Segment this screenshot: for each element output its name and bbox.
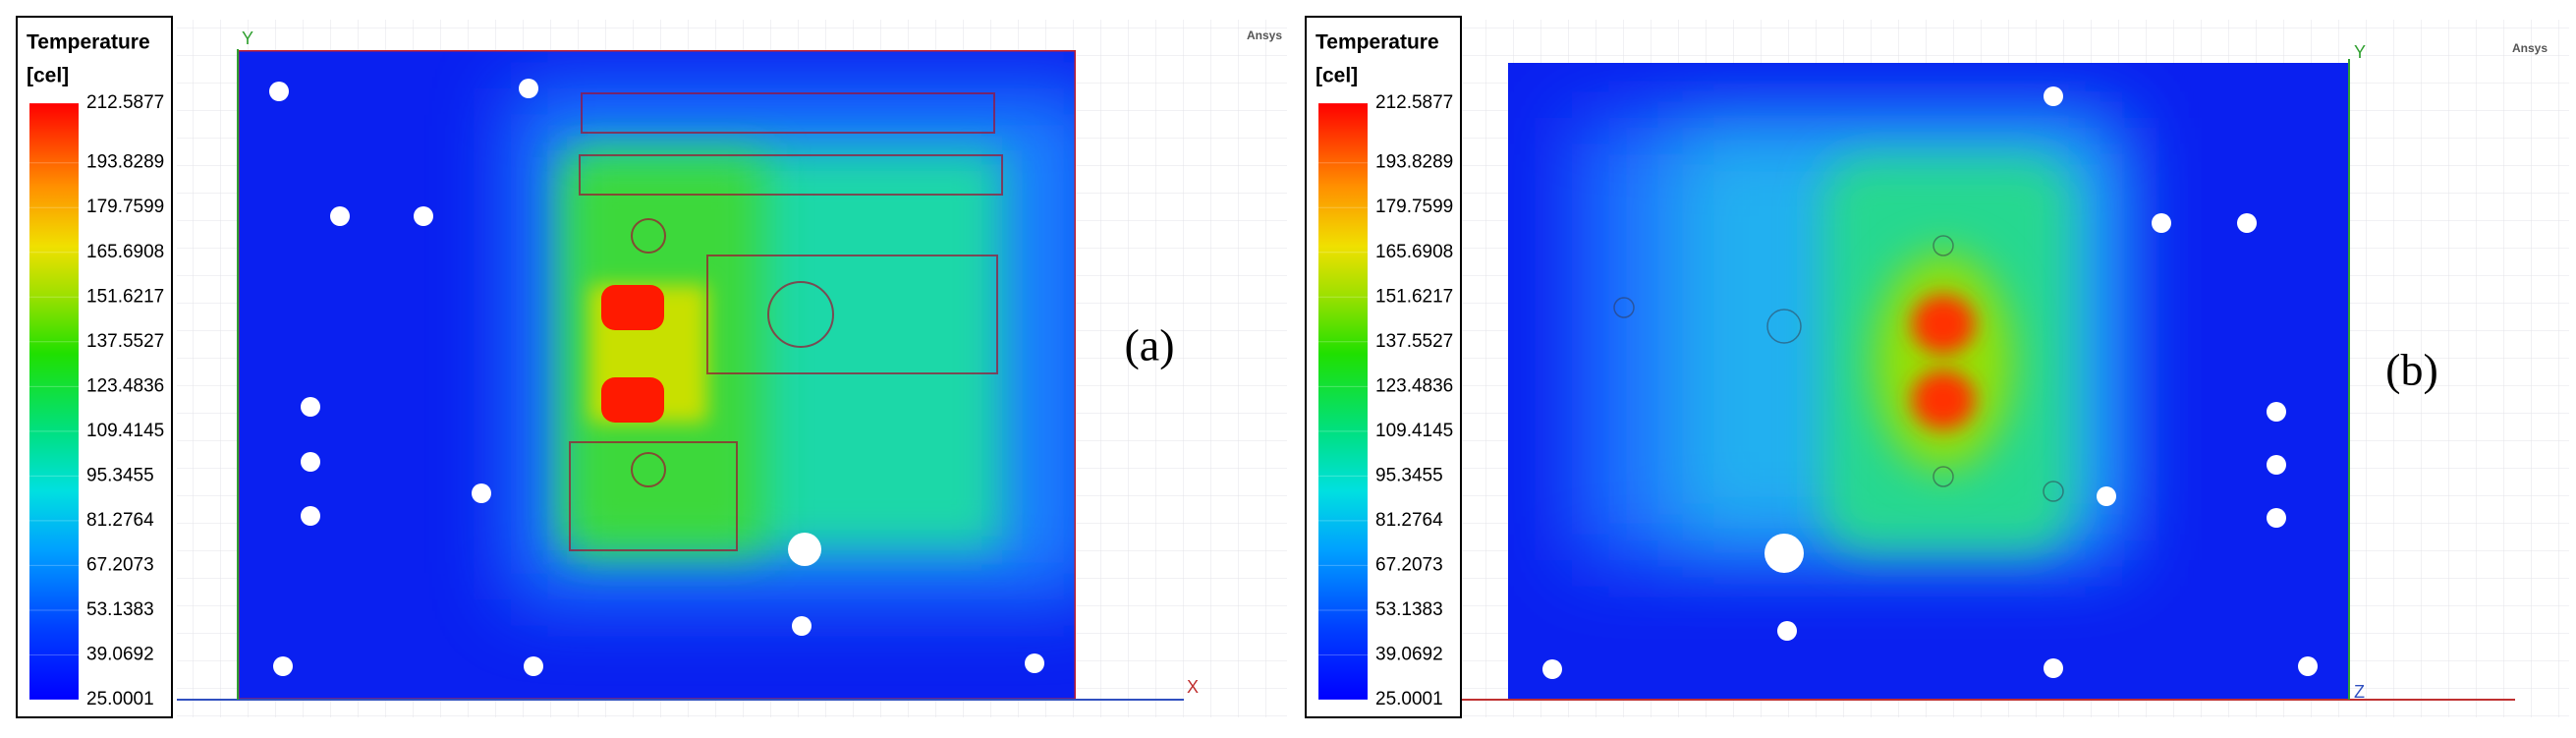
axis-label: X: [1187, 677, 1199, 697]
panel-label: (b): [2385, 345, 2438, 395]
thermal-map: [1508, 63, 2349, 700]
tick-label: 95.3455: [1375, 465, 1443, 485]
tick-label: 81.2764: [1375, 510, 1443, 531]
axis-label: Y: [242, 28, 253, 48]
tick-label: 95.3455: [86, 465, 154, 485]
tick-label: 109.4145: [1375, 421, 1453, 441]
legend: Temperature [cel] 212.5877 193.8289 179.7599…: [1305, 16, 1462, 718]
tick-label: 67.2073: [86, 554, 154, 575]
tick-label: 193.8289: [1375, 152, 1453, 173]
tick-label: 165.6908: [86, 242, 164, 262]
tick-label: 53.1383: [86, 599, 154, 620]
tick-label: 39.0692: [86, 644, 154, 664]
legend-title: Temperature: [1316, 31, 1439, 54]
tick-label: 25.0001: [1375, 689, 1443, 710]
legend: Temperature [cel] 212.5877 193.8289 179.7599…: [16, 16, 173, 718]
tick-label: 39.0692: [1375, 644, 1443, 664]
tick-label: 179.7599: [1375, 197, 1453, 217]
tick-label: 151.6217: [1375, 286, 1453, 307]
tick-label: 179.7599: [86, 197, 164, 217]
tick-label: 123.4836: [86, 375, 164, 396]
color-bar: [1318, 103, 1368, 700]
tick-label: 165.6908: [1375, 242, 1453, 262]
tick-label: 193.8289: [86, 152, 164, 173]
thermal-map: [238, 50, 1076, 700]
tick-label: 81.2764: [86, 510, 154, 531]
tick-label: 212.5877: [86, 92, 164, 113]
legend-unit: [cel]: [1316, 65, 1358, 87]
legend-title: Temperature: [27, 31, 150, 54]
tick-label: 212.5877: [1375, 92, 1453, 113]
axis-label: Z: [2354, 682, 2365, 702]
holes: [1542, 86, 2318, 679]
tick-label: 67.2073: [1375, 554, 1443, 575]
color-bar: [29, 103, 79, 700]
brand: Ansys: [2512, 41, 2548, 55]
tick-label: 53.1383: [1375, 599, 1443, 620]
tick-label: 25.0001: [86, 689, 154, 710]
tick-label: 151.6217: [86, 286, 164, 307]
brand: Ansys: [1247, 28, 1282, 42]
axis-label: Y: [2354, 42, 2366, 62]
panel-label: (a): [1124, 320, 1174, 370]
legend-unit: [cel]: [27, 65, 69, 87]
holes: [269, 79, 1044, 676]
tick-label: 137.5527: [86, 331, 164, 352]
tick-label: 109.4145: [86, 421, 164, 441]
tick-label: 137.5527: [1375, 331, 1453, 352]
tick-label: 123.4836: [1375, 375, 1453, 396]
